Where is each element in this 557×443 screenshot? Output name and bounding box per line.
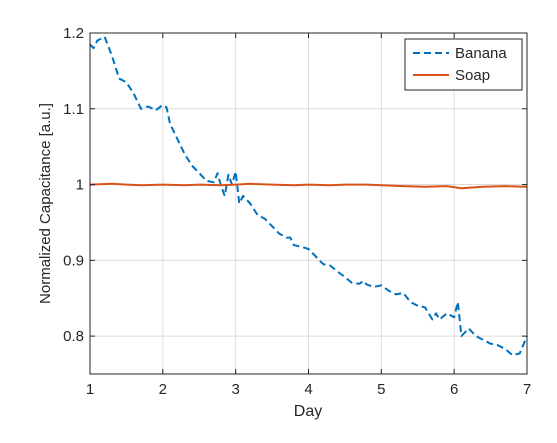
series-line-soap: [89, 182, 528, 190]
x-tick-label: 6: [450, 381, 458, 398]
x-tick-label: 7: [523, 381, 531, 398]
x-tick-label: 2: [159, 381, 167, 398]
legend-label-banana: Banana: [455, 45, 507, 62]
legend-label-soap: Soap: [455, 67, 490, 84]
x-tick-label: 5: [377, 381, 385, 398]
y-tick-label: 1.2: [63, 25, 84, 42]
legend-box: [404, 38, 523, 91]
ticks: 1 2 3 4 5 6 7 0.8 0.9 1 1.1 1.2: [63, 25, 531, 398]
y-tick-label: 0.9: [63, 252, 84, 269]
legend: Banana Soap: [404, 38, 523, 91]
series-layer: [89, 35, 528, 357]
y-tick-label: 0.8: [63, 328, 84, 345]
x-tick-label: 1: [86, 381, 94, 398]
x-axis-label: Day: [294, 403, 322, 420]
y-tick-label: 1: [76, 177, 84, 194]
y-axis-label: Normalized Capacitance [a.u.]: [37, 103, 54, 304]
y-tick-label: 1.1: [63, 101, 84, 118]
x-tick-label: 4: [304, 381, 312, 398]
x-tick-label: 3: [231, 381, 239, 398]
series-line-banana: [89, 35, 528, 357]
